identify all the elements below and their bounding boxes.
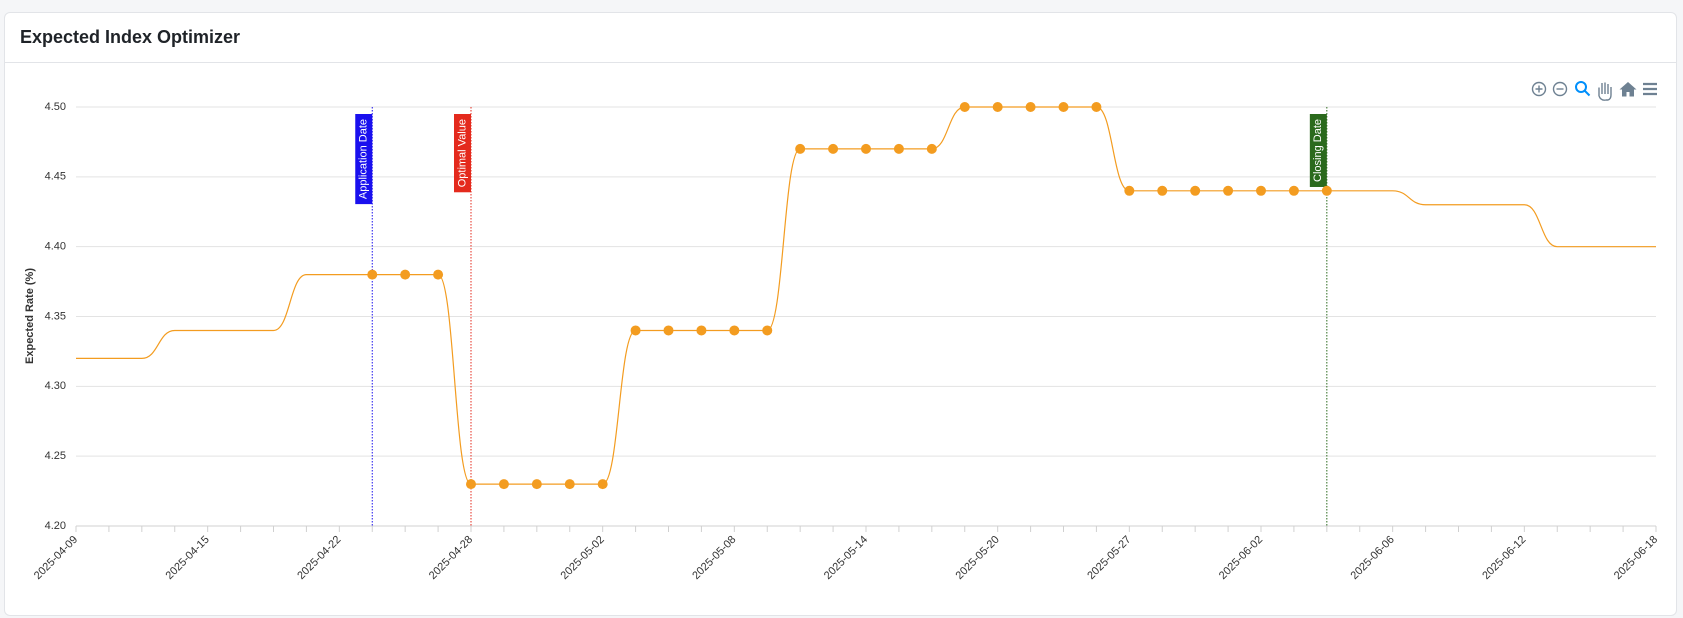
y-tick-label: 4.20 <box>45 520 66 532</box>
data-point <box>564 479 575 490</box>
card-title: Expected Index Optimizer <box>20 27 241 47</box>
annotation-label: Application Date <box>355 114 373 205</box>
data-point <box>1256 185 1266 196</box>
annotation-text: Optimal Value <box>456 119 468 187</box>
annotation-box <box>454 114 471 193</box>
y-tick-label: 4.45 <box>45 171 66 183</box>
data-point <box>893 143 904 154</box>
data-point <box>1190 185 1201 196</box>
x-tick-label: 2025-04-28 <box>427 534 475 582</box>
y-axis-title: Expected Rate (%) <box>24 268 36 364</box>
annotation-label: Optimal Value <box>454 114 471 193</box>
x-tick-label: 2025-05-02 <box>559 534 607 582</box>
data-point <box>1223 185 1234 196</box>
data-point <box>828 143 839 154</box>
x-tick-label: 2025-06-02 <box>1217 534 1265 582</box>
data-point <box>531 479 542 490</box>
data-point <box>729 325 740 336</box>
annotation-box <box>355 114 373 205</box>
x-tick-label: 2025-06-06 <box>1349 534 1397 582</box>
data-point <box>1321 185 1332 196</box>
x-tick-label: 2025-04-09 <box>32 534 80 582</box>
pan-button[interactable] <box>1598 82 1612 101</box>
data-point <box>795 143 806 154</box>
data-point <box>433 269 444 280</box>
data-point <box>466 479 476 490</box>
series-line <box>76 106 1656 485</box>
data-point <box>630 325 641 336</box>
x-tick-label: 2025-05-08 <box>690 534 738 582</box>
data-point <box>926 143 937 154</box>
card: Expected Index Optimizer <box>4 12 1677 616</box>
data-point <box>959 102 970 112</box>
annotation-text: Application Date <box>358 119 370 199</box>
y-tick-label: 4.35 <box>45 310 66 322</box>
zoom-in-button[interactable] <box>1531 81 1547 97</box>
annotation-text: Closing Date <box>1312 119 1324 182</box>
x-tick-label: 2025-06-12 <box>1480 534 1528 582</box>
zoom-select-button[interactable] <box>1575 81 1591 97</box>
data-point <box>762 325 773 336</box>
data-point <box>1288 185 1299 196</box>
x-tick-label: 2025-04-22 <box>295 534 343 582</box>
y-tick-label: 4.30 <box>45 380 66 392</box>
data-point <box>1058 102 1069 112</box>
x-tick-label: 2025-05-27 <box>1085 534 1133 582</box>
data-point <box>1025 102 1036 112</box>
data-point <box>861 143 871 154</box>
data-point <box>1091 102 1102 112</box>
x-tick-label: 2025-04-15 <box>164 534 212 582</box>
zoom-out-button[interactable] <box>1552 81 1568 97</box>
annotation-box <box>1309 114 1327 187</box>
data-point <box>992 102 1003 112</box>
data-point <box>1124 185 1135 196</box>
x-tick-label: 2025-05-20 <box>954 534 1002 582</box>
data-point <box>367 269 378 280</box>
toolbar <box>1531 81 1657 101</box>
data-point <box>696 325 707 336</box>
data-point <box>400 269 411 280</box>
reset-button[interactable] <box>1619 82 1637 97</box>
y-tick-label: 4.25 <box>45 450 66 462</box>
data-point <box>663 325 674 336</box>
x-tick-label: 2025-05-14 <box>822 534 870 582</box>
y-tick-label: 4.50 <box>45 101 66 113</box>
x-tick-label: 2025-06-18 <box>1612 534 1660 582</box>
data-point <box>1157 185 1168 196</box>
annotation-label: Closing Date <box>1309 114 1327 187</box>
menu-button[interactable] <box>1643 82 1657 96</box>
data-point <box>498 479 509 490</box>
data-point <box>597 479 608 490</box>
card-header: Expected Index Optimizer <box>5 13 1676 63</box>
y-tick-label: 4.40 <box>45 241 66 253</box>
